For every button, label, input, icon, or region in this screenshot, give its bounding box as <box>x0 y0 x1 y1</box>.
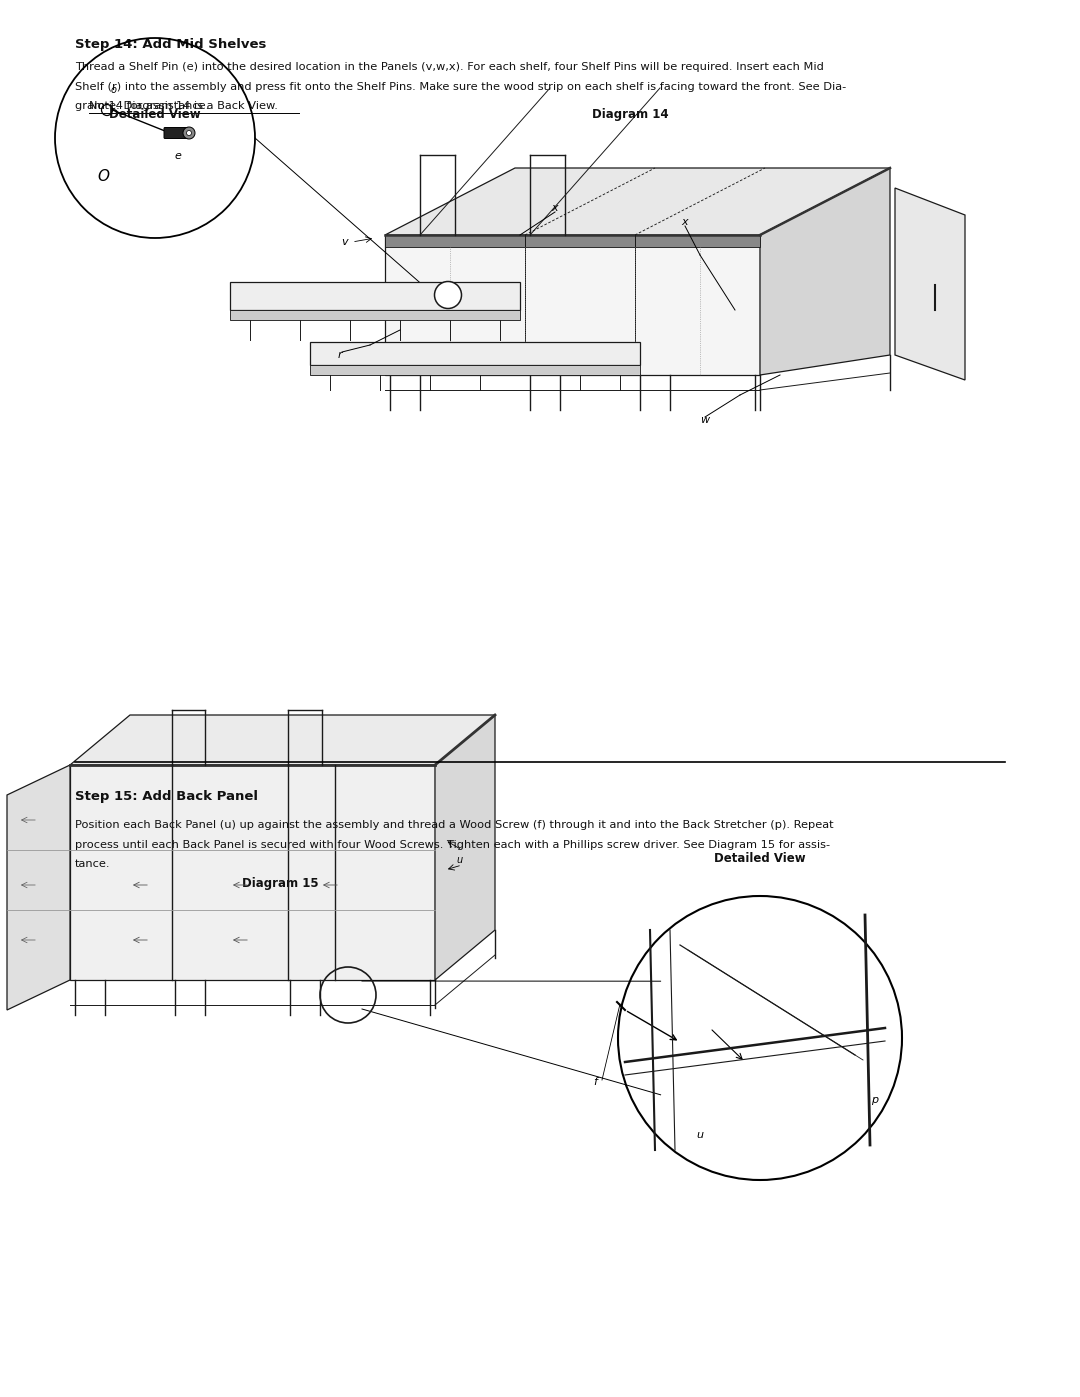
Polygon shape <box>310 342 640 365</box>
Text: u: u <box>697 1130 703 1140</box>
Text: Note: Diagram 14 is a Back View.: Note: Diagram 14 is a Back View. <box>89 101 278 110</box>
FancyBboxPatch shape <box>164 127 188 138</box>
Text: r: r <box>338 351 342 360</box>
Circle shape <box>187 130 191 136</box>
Polygon shape <box>70 766 435 981</box>
Text: v: v <box>341 237 348 247</box>
Text: gram 14 for assistance.: gram 14 for assistance. <box>75 101 213 110</box>
Text: O: O <box>97 169 109 183</box>
Text: x: x <box>552 203 558 212</box>
Circle shape <box>183 127 195 138</box>
Polygon shape <box>435 715 495 981</box>
Text: Step 15: Add Back Panel: Step 15: Add Back Panel <box>75 791 258 803</box>
Text: w: w <box>701 415 710 425</box>
Polygon shape <box>310 365 640 374</box>
Polygon shape <box>6 766 70 1010</box>
Polygon shape <box>760 168 890 374</box>
Text: Position each Back Panel (u) up against the assembly and thread a Wood Screw (f): Position each Back Panel (u) up against … <box>75 820 834 830</box>
Text: e: e <box>175 151 181 161</box>
Polygon shape <box>70 715 495 766</box>
Text: o: o <box>111 85 117 95</box>
Polygon shape <box>384 168 890 235</box>
Text: process until each Back Panel is secured with four Wood Screws. Tighten each wit: process until each Back Panel is secured… <box>75 840 831 849</box>
Polygon shape <box>230 310 519 320</box>
Text: f: f <box>593 1077 597 1087</box>
Text: x: x <box>681 217 688 226</box>
Text: Thread a Shelf Pin (e) into the desired location in the Panels (v,w,x). For each: Thread a Shelf Pin (e) into the desired … <box>75 61 824 73</box>
Text: Detailed View: Detailed View <box>109 108 201 122</box>
Circle shape <box>434 282 461 309</box>
Text: tance.: tance. <box>75 859 110 869</box>
Polygon shape <box>230 282 519 310</box>
Text: Detailed View: Detailed View <box>714 852 806 865</box>
Polygon shape <box>384 235 760 374</box>
Polygon shape <box>895 189 966 380</box>
Polygon shape <box>384 235 760 247</box>
Text: Diagram 15: Diagram 15 <box>242 877 319 890</box>
Text: Diagram 14: Diagram 14 <box>592 108 669 122</box>
Text: u: u <box>457 855 463 865</box>
Text: Shelf (r) into the assembly and press fit onto the Shelf Pins. Make sure the woo: Shelf (r) into the assembly and press fi… <box>75 81 847 91</box>
Text: p: p <box>872 1095 878 1105</box>
Text: Step 14: Add Mid Shelves: Step 14: Add Mid Shelves <box>75 38 267 52</box>
